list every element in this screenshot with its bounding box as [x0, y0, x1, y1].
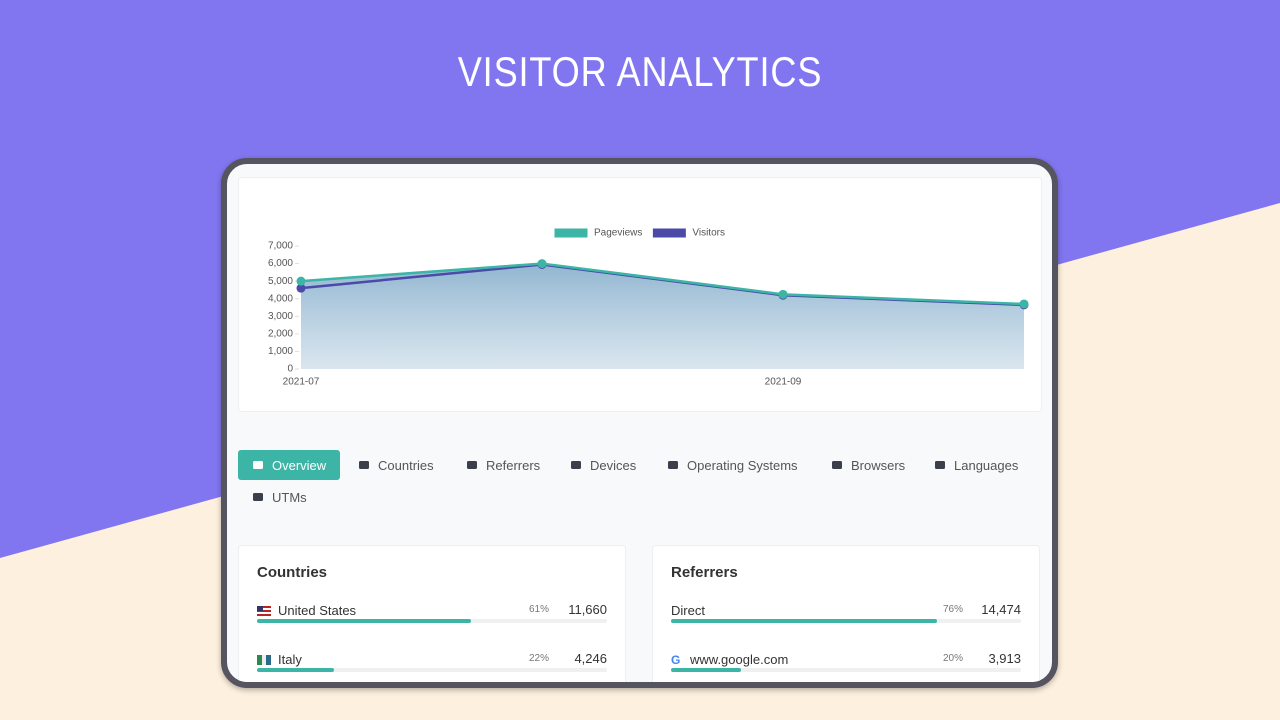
tab-label: Operating Systems [687, 457, 798, 473]
progress-bar [257, 668, 334, 672]
progress-bar [257, 619, 471, 623]
y-tick-label: 1,000 [268, 346, 293, 357]
row-label: Direct [671, 603, 705, 618]
row-percent: 20% [942, 653, 963, 664]
y-tick-label: 0 [287, 364, 293, 375]
progress-track [671, 668, 1021, 672]
progress-bar [671, 619, 937, 623]
row-name: United States [257, 603, 356, 618]
y-tick-label: 4,000 [268, 293, 293, 304]
tab-label: Devices [590, 457, 637, 473]
progress-track [257, 619, 607, 623]
chart-card: 0 1,000 2,000 3,000 4,000 5,000 6,000 7,000 2021… [238, 177, 1042, 412]
app-window: 0 1,000 2,000 3,000 4,000 5,000 6,000 7,000 2021… [221, 158, 1058, 688]
countries-card: Countries United States 61% 11,660 Italy 22% 4… [238, 545, 626, 682]
card-title: Countries [257, 564, 328, 581]
y-tick-label: 5,000 [268, 276, 293, 287]
page-title: VISITOR ANALYTICS [457, 48, 823, 95]
tab-label: Browsers [851, 457, 906, 473]
list-row: Direct 76% 14,474 [671, 602, 1021, 633]
legend-swatch [553, 227, 589, 239]
tab[interactable]: Referrers [466, 450, 540, 480]
progress-track [257, 668, 607, 672]
legend-swatch [651, 227, 687, 239]
legend-label: Pageviews [594, 228, 642, 239]
row-label: Italy [278, 652, 302, 667]
x-tick-label: 2021-09 [765, 377, 802, 388]
card-title: Referrers [671, 564, 738, 581]
tab-label: Languages [954, 457, 1019, 473]
line [300, 262, 1025, 306]
row-count: 14,474 [981, 602, 1021, 617]
tab[interactable]: Languages [934, 450, 1018, 480]
y-tick-label: 3,000 [268, 311, 293, 322]
row-percent: 76% [942, 604, 963, 615]
chart: 0 1,000 2,000 3,000 4,000 5,000 6,000 7,000 2021… [268, 227, 1029, 388]
tab-label: Countries [378, 457, 434, 473]
row-count: 3,913 [988, 651, 1021, 666]
row-label: www.google.com [690, 652, 789, 667]
progress-bar [671, 668, 741, 672]
tab[interactable]: Browsers [831, 450, 905, 480]
point [1019, 299, 1029, 309]
tab[interactable]: Devices [570, 450, 636, 480]
tab-label: UTMs [272, 489, 307, 505]
point [537, 259, 547, 269]
point [778, 289, 788, 299]
point [296, 276, 306, 286]
row-label: United States [278, 603, 357, 618]
tab[interactable]: Countries [358, 450, 434, 480]
point [296, 283, 306, 293]
row-count: 4,246 [574, 651, 607, 666]
row-percent: 22% [528, 653, 549, 664]
legend-label: Visitors [692, 228, 725, 239]
row-percent: 61% [528, 604, 549, 615]
tab-label: Overview [272, 457, 327, 473]
area-fill [301, 263, 1024, 369]
tab[interactable]: Overview [238, 450, 341, 480]
list-row: Italy 22% 4,246 [257, 651, 607, 682]
tab[interactable]: UTMs [252, 482, 307, 512]
tab[interactable]: Operating Systems [667, 450, 798, 480]
progress-track [671, 619, 1021, 623]
y-tick-label: 7,000 [268, 241, 293, 252]
x-tick-label: 2021-07 [283, 377, 320, 388]
y-tick-label: 6,000 [268, 258, 293, 269]
row-name: Direct [671, 603, 705, 618]
row-count: 11,660 [568, 602, 607, 617]
list-row: United States 61% 11,660 [257, 602, 607, 633]
svg-text:G: G [671, 654, 680, 666]
row-name: Italy [257, 652, 302, 667]
tab-label: Referrers [486, 457, 541, 473]
y-tick-label: 2,000 [268, 328, 293, 339]
